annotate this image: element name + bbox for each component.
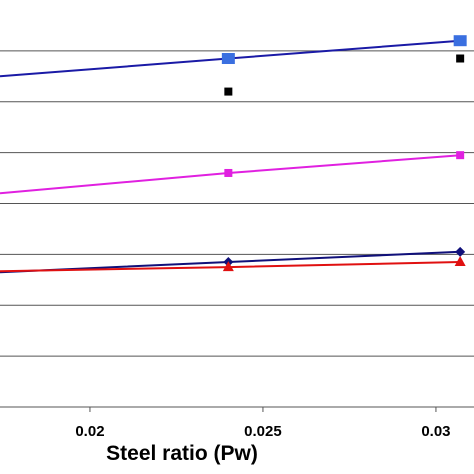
- series-1-point-0: [224, 87, 233, 96]
- series-2-point-2: [456, 151, 465, 160]
- series-0-point-2: [453, 35, 467, 47]
- series-2: [0, 151, 465, 195]
- series-4-point-2: [454, 256, 466, 267]
- x-tick-label-2: 0.03: [421, 423, 450, 440]
- series-0: [0, 35, 467, 78]
- gridlines: [0, 50, 474, 408]
- series-3: [0, 246, 466, 274]
- series-1-point-1: [456, 54, 465, 63]
- series-0-point-1: [221, 53, 235, 65]
- series-2-point-1: [224, 168, 233, 177]
- series-3-point-2: [455, 246, 466, 257]
- series-1: [224, 54, 465, 96]
- series-4: [0, 256, 466, 273]
- x-axis-title: Steel ratio (Pw): [106, 442, 258, 465]
- x-tick-label-0: 0.02: [75, 423, 104, 440]
- series-4-point-1: [222, 261, 234, 272]
- x-tick-labels: 0.02 0.025 0.03: [75, 407, 451, 440]
- series-group: [0, 35, 467, 274]
- x-tick-label-1: 0.025: [244, 423, 282, 440]
